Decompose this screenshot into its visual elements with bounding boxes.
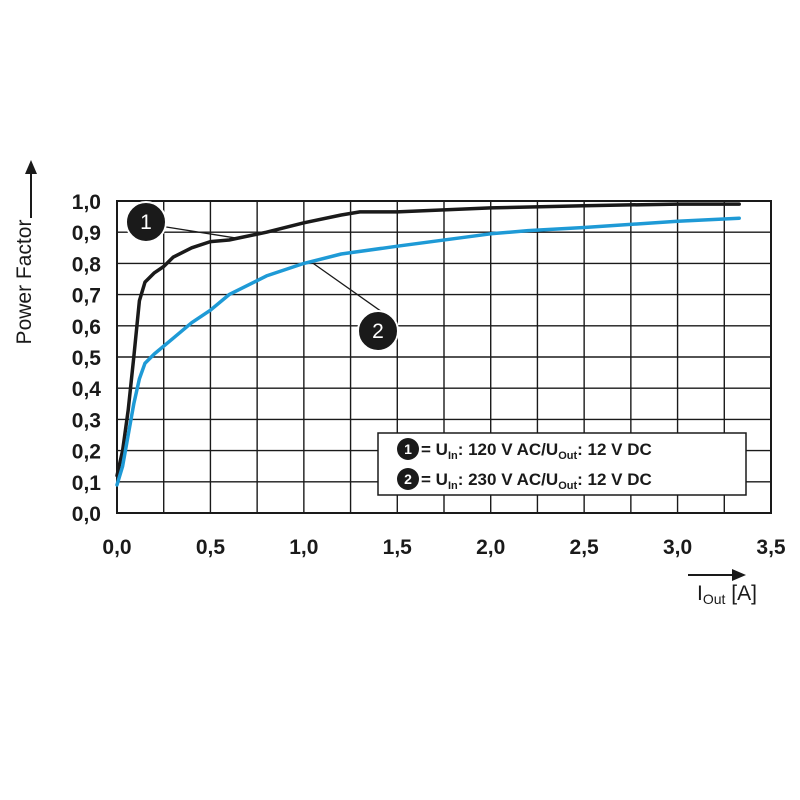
y-tick-label: 1,0	[72, 191, 101, 214]
plot-frame	[116, 200, 772, 514]
x-tick-label: 1,5	[383, 536, 413, 559]
y-tick-label: 0,7	[72, 285, 101, 308]
x-tick-label: 2,0	[476, 536, 505, 559]
y-axis-label: Power Factor	[13, 220, 36, 345]
x-tick-label: 1,0	[289, 536, 318, 559]
x-axis-arrow-icon	[732, 569, 746, 581]
y-tick-label: 0,5	[72, 347, 102, 370]
legend-entry-1-text: = UIn: 120 V AC/UOut: 12 V DC	[421, 440, 652, 462]
y-tick-label: 0,3	[72, 409, 101, 432]
y-tick-label: 0,8	[72, 253, 102, 276]
callout-line-2	[312, 262, 393, 320]
y-axis-arrow-icon	[25, 160, 37, 174]
y-tick-label: 0,1	[72, 472, 102, 495]
callout-marker-label-1: 1	[140, 211, 152, 234]
y-tick-label: 0,2	[72, 441, 101, 464]
callout-line-1	[159, 225, 239, 240]
legend-box	[377, 432, 747, 496]
legend-marker-1	[397, 438, 419, 460]
x-axis-title: IOut [A]	[688, 569, 757, 607]
callout-marker-2	[357, 310, 399, 352]
legend-marker-2	[397, 468, 419, 490]
callout-markers: 12	[125, 201, 399, 352]
legend-entry-1: 1 = UIn: 120 V AC/UOut: 12 V DC	[397, 438, 652, 462]
x-tick-label: 0,0	[102, 536, 131, 559]
callout-marker-label-2: 2	[372, 320, 384, 343]
legend-marker-2-label: 2	[404, 471, 412, 487]
y-tick-label: 0,4	[72, 378, 102, 401]
legend-entry-2-text: = UIn: 230 V AC/UOut: 12 V DC	[421, 470, 652, 492]
x-tick-label: 0,5	[196, 536, 226, 559]
series-lines	[115, 202, 741, 487]
legend: 1 = UIn: 120 V AC/UOut: 12 V DC 2 = UIn:…	[377, 432, 747, 496]
legend-entry-2: 2 = UIn: 230 V AC/UOut: 12 V DC	[397, 468, 652, 492]
x-tick-label: 3,0	[663, 536, 692, 559]
legend-marker-1-label: 1	[404, 441, 412, 457]
y-tick-label: 0,9	[72, 222, 101, 245]
x-tick-labels: 0,0 0,5 1,0 1,5 2,0 2,5 3,0 3,5	[102, 536, 786, 559]
series-line-2	[115, 216, 741, 487]
x-tick-label: 2,5	[570, 536, 600, 559]
y-tick-labels: 0,0 0,1 0,2 0,3 0,4 0,5 0,6 0,7 0,8 0,9 1,0	[72, 191, 102, 526]
series-line-1	[115, 202, 741, 478]
x-tick-label: 3,5	[756, 536, 786, 559]
y-axis-title: Power Factor	[13, 160, 37, 344]
y-tick-label: 0,6	[72, 316, 101, 339]
x-axis-label: IOut [A]	[697, 582, 757, 607]
callout-marker-1	[125, 201, 167, 243]
y-tick-label: 0,0	[72, 503, 101, 526]
